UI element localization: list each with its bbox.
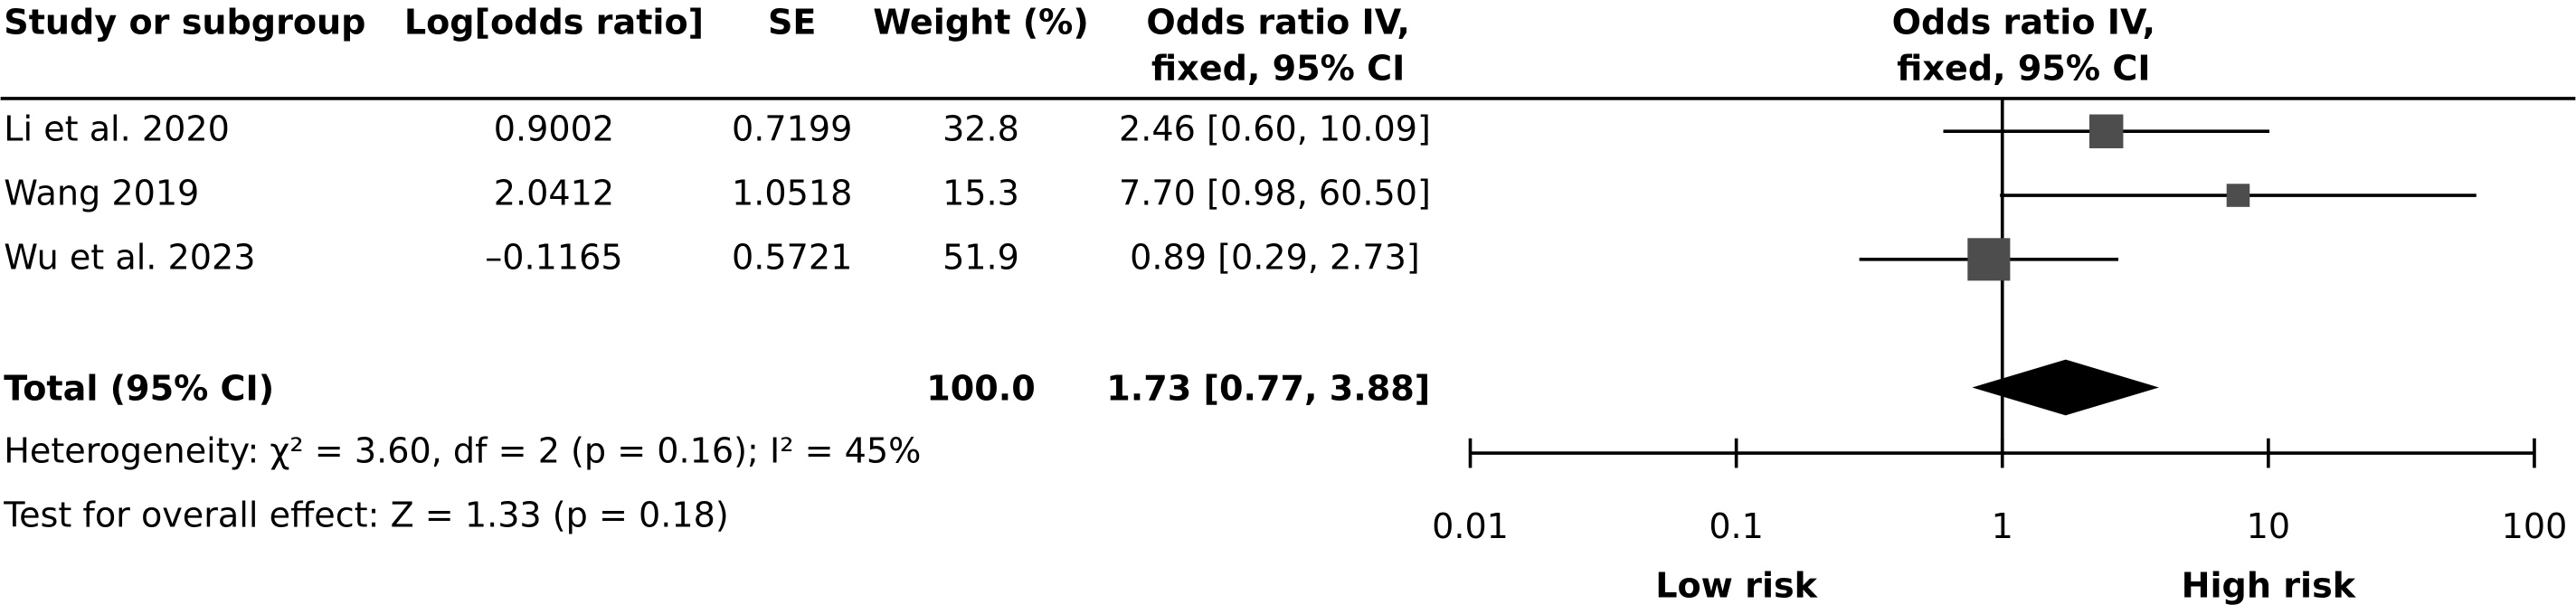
weight: 32.8 — [942, 109, 1019, 149]
log-odds-ratio: 2.0412 — [494, 174, 614, 213]
plot-header: fixed, 95% CI — [1897, 49, 2150, 89]
weight: 15.3 — [942, 174, 1019, 213]
total-diamond — [1972, 359, 2159, 416]
log-odds-ratio: –0.1165 — [485, 237, 622, 277]
se: 0.5721 — [732, 237, 852, 277]
column-header: fixed, 95% CI — [1151, 49, 1405, 89]
se: 0.7199 — [732, 109, 852, 149]
study-marker — [1967, 238, 2011, 281]
overall-effect: Test for overall effect: Z = 1.33 (p = 0… — [3, 495, 728, 534]
column-header: SE — [768, 3, 816, 43]
plot-header: Odds ratio IV, — [1892, 3, 2155, 43]
x-tick-label: 10 — [2247, 506, 2291, 546]
total-label: Total (95% CI) — [4, 369, 274, 409]
favours-right: High risk — [2182, 565, 2357, 605]
ci-label: 7.70 [0.98, 60.50] — [1119, 174, 1431, 213]
column-header: Study or subgroup — [4, 3, 365, 43]
column-header: Weight (%) — [873, 3, 1089, 43]
x-tick-label: 100 — [2502, 506, 2568, 546]
x-tick-label: 0.1 — [1709, 506, 1764, 546]
study-name: Li et al. 2020 — [4, 109, 230, 149]
heterogeneity: Heterogeneity: χ² = 3.60, df = 2 (p = 0.… — [4, 431, 921, 471]
favours-left: Low risk — [1655, 565, 1818, 605]
column-header: Log[odds ratio] — [404, 3, 704, 43]
ci-label: 2.46 [0.60, 10.09] — [1119, 109, 1431, 149]
total-ci: 1.73 [0.77, 3.88] — [1106, 369, 1430, 409]
column-header: Odds ratio IV, — [1146, 3, 1409, 43]
weight: 51.9 — [942, 237, 1019, 277]
x-tick-label: 0.01 — [1432, 506, 1509, 546]
ci-label: 0.89 [0.29, 2.73] — [1130, 237, 1420, 277]
log-odds-ratio: 0.9002 — [494, 109, 614, 149]
study-name: Wu et al. 2023 — [4, 237, 255, 277]
study-name: Wang 2019 — [4, 174, 199, 213]
se: 1.0518 — [732, 174, 852, 213]
x-tick-label: 1 — [1992, 506, 2013, 546]
total-weight: 100.0 — [926, 369, 1036, 409]
study-marker — [2226, 184, 2250, 207]
study-marker — [2089, 114, 2124, 148]
